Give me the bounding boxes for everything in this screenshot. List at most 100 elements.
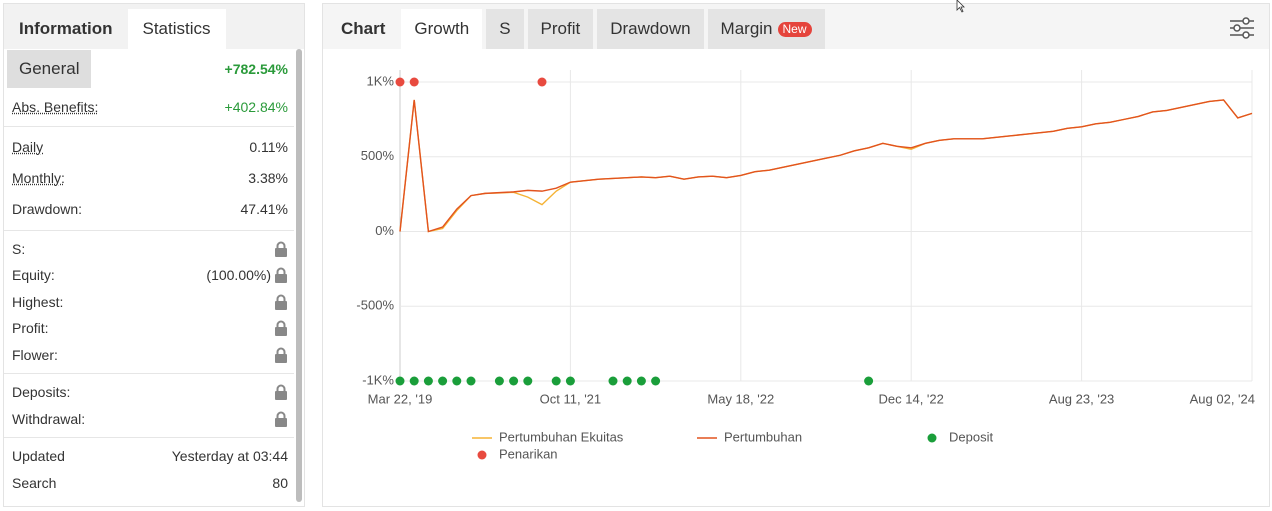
stats-value-wrap bbox=[274, 294, 288, 310]
stats-row: Monthly: 3.38% bbox=[12, 163, 288, 194]
stats-value: 80 bbox=[272, 474, 288, 491]
stats-value-wrap bbox=[274, 411, 288, 427]
chart-tab-label: Profit bbox=[540, 19, 581, 38]
general-value: +782.54% bbox=[224, 61, 288, 77]
legend-label: Pertumbuhan bbox=[724, 429, 802, 444]
scrollbar[interactable] bbox=[296, 49, 302, 502]
stats-value-wrap bbox=[274, 241, 288, 257]
series-line bbox=[399, 99, 1253, 233]
stats-body: General +782.54% Abs. Benefits: +402.84% D… bbox=[4, 49, 294, 506]
series-dot bbox=[395, 77, 405, 87]
settings-icon[interactable] bbox=[1229, 16, 1255, 40]
series-dot bbox=[438, 376, 448, 386]
x-tick-label: Mar 22, '19 bbox=[368, 391, 433, 406]
series-dot bbox=[452, 376, 462, 386]
chart-tabs: Chart Growth S Profit Drawdown Margin New bbox=[323, 4, 1269, 49]
series-dot bbox=[551, 376, 561, 386]
chart-tab[interactable]: Drawdown bbox=[597, 9, 704, 49]
series-dot bbox=[608, 376, 618, 386]
stats-label: Monthly: bbox=[12, 170, 65, 186]
series-dot bbox=[509, 376, 519, 386]
legend-swatch bbox=[477, 450, 487, 460]
chart-tab[interactable]: Chart bbox=[329, 9, 397, 49]
stats-label: Withdrawal: bbox=[12, 410, 86, 427]
stats-row: Highest: bbox=[12, 289, 288, 316]
lock-icon bbox=[275, 384, 287, 401]
chart-tab[interactable]: Margin New bbox=[707, 9, 825, 49]
stats-row: S: bbox=[12, 236, 288, 263]
stats-value: Yesterday at 03:44 bbox=[171, 448, 288, 465]
stats-value: +402.84% bbox=[224, 99, 288, 116]
stats-row: Updated Yesterday at 03:44 bbox=[12, 443, 288, 470]
new-badge: New bbox=[777, 21, 812, 37]
general-row: General +782.54% bbox=[4, 49, 294, 89]
series-dot bbox=[409, 77, 419, 87]
stats-value-wrap: 3.38% bbox=[248, 170, 288, 186]
stats-value-wrap: 0.11% bbox=[249, 139, 288, 155]
series-dot bbox=[537, 77, 547, 87]
chart-tab-label: Margin bbox=[720, 19, 773, 38]
stats-section: Deposits: Withdrawal: bbox=[4, 374, 294, 438]
series-dot bbox=[494, 376, 504, 386]
x-tick-label: Dec 14, '22 bbox=[879, 391, 944, 406]
stats-label: Deposits: bbox=[12, 384, 71, 401]
legend-label: Deposit bbox=[949, 429, 993, 444]
chart-tab[interactable]: S bbox=[486, 9, 524, 49]
stats-row: Equity: (100.00%) bbox=[12, 262, 288, 289]
stats-value: 0.11% bbox=[249, 139, 288, 155]
stats-label: Daily bbox=[12, 139, 44, 155]
lock-icon bbox=[275, 294, 287, 310]
y-tick-label: -500% bbox=[356, 298, 394, 313]
stats-label: Equity: bbox=[12, 267, 55, 284]
chart-tab-label: Drawdown bbox=[610, 19, 691, 38]
stats-value: 47.41% bbox=[240, 201, 288, 217]
stats-row: Abs. Benefits: +402.84% bbox=[12, 94, 288, 121]
stats-row: Drawdown: 47.41% bbox=[12, 194, 288, 225]
stats-value-wrap bbox=[274, 384, 288, 401]
lock-icon bbox=[275, 320, 287, 337]
stats-section: Updated Yesterday at 03:44 Search 80 bbox=[4, 438, 294, 501]
stats-row: Search 80 bbox=[12, 470, 288, 497]
general-button[interactable]: General bbox=[7, 50, 92, 88]
stats-value-wrap bbox=[274, 347, 288, 363]
stats-label: Highest: bbox=[12, 293, 64, 310]
chart-tab[interactable]: Profit bbox=[527, 9, 594, 49]
stats-row: Deposits: bbox=[12, 379, 288, 406]
stats-row: Flower: bbox=[12, 342, 288, 369]
lock-icon bbox=[275, 267, 287, 284]
chart-tab[interactable]: Growth bbox=[401, 9, 483, 49]
stats-row: Profit: bbox=[12, 315, 288, 342]
stats-tab[interactable]: Statistics bbox=[127, 9, 226, 49]
y-tick-label: 0% bbox=[375, 223, 394, 238]
stats-value-wrap: 47.41% bbox=[241, 201, 288, 217]
chart-panel: Chart Growth S Profit Drawdown Margin New bbox=[322, 3, 1270, 507]
stats-tab[interactable]: Information bbox=[19, 19, 113, 38]
stats-label: Profit: bbox=[12, 320, 49, 337]
stats-value: 3.38% bbox=[248, 170, 288, 186]
y-tick-label: 500% bbox=[361, 148, 395, 163]
y-tick-label: 1K% bbox=[367, 73, 395, 88]
stats-label: Updated bbox=[12, 448, 65, 465]
stats-section: S: Equity: (100.00%) Highest: Profit: Flower: bbox=[4, 231, 294, 374]
legend-label: Penarikan bbox=[499, 446, 558, 461]
stats-label: Flower: bbox=[12, 346, 58, 363]
series-dot bbox=[409, 376, 419, 386]
stats-section: Daily 0.11% Monthly: 3.38% Drawdown: 47.41% bbox=[4, 127, 294, 231]
stats-section: Abs. Benefits: +402.84% bbox=[4, 89, 294, 127]
series-dot bbox=[651, 376, 661, 386]
stats-value-wrap: Yesterday at 03:44 bbox=[172, 448, 288, 464]
series-dot bbox=[636, 376, 646, 386]
series-dot bbox=[423, 376, 433, 386]
stats-panel: Information Statistics General +782.54% A… bbox=[3, 3, 305, 507]
stats-value-wrap: +402.84% bbox=[225, 99, 288, 115]
legend-swatch bbox=[927, 433, 937, 443]
series-dot bbox=[864, 376, 874, 386]
chart-tab-label: S bbox=[499, 19, 511, 38]
x-tick-label: Aug 02, '24 bbox=[1190, 391, 1255, 406]
x-tick-label: Aug 23, '23 bbox=[1049, 391, 1114, 406]
stats-row: Daily 0.11% bbox=[12, 132, 288, 163]
legend-label: Pertumbuhan Ekuitas bbox=[499, 429, 624, 444]
series-dot bbox=[466, 376, 476, 386]
